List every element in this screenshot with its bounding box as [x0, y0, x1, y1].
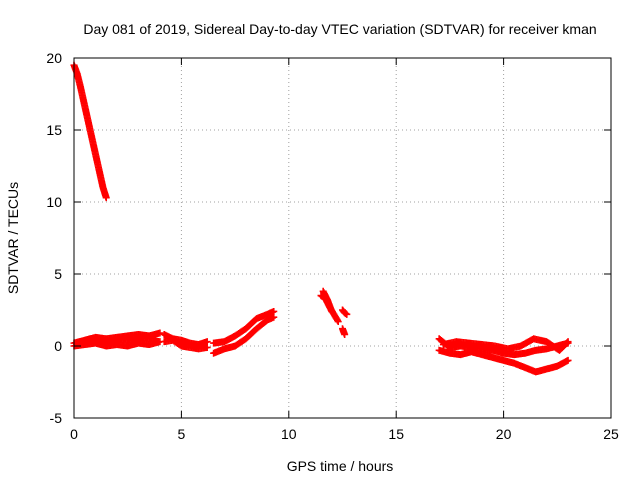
y-tick-label: -5	[50, 410, 63, 426]
y-tick-label: 20	[46, 50, 62, 66]
data-point	[270, 313, 278, 321]
x-tick-label: 15	[388, 426, 404, 442]
x-tick-label: 0	[70, 426, 78, 442]
x-axis-label: GPS time / hours	[287, 458, 394, 474]
data-point	[341, 330, 349, 338]
y-tick-label: 0	[54, 338, 62, 354]
data-point	[156, 329, 164, 337]
data-point	[564, 356, 572, 364]
data-points	[70, 61, 572, 376]
data-point	[564, 338, 572, 346]
data-point	[152, 335, 160, 343]
data-point	[563, 339, 571, 347]
y-axis-label: SDTVAR / TECUs	[5, 182, 21, 294]
x-tick-label: 20	[496, 426, 512, 442]
y-tick-label: 10	[46, 194, 62, 210]
grid-lines	[74, 58, 611, 418]
data-point	[343, 310, 351, 318]
chart-title: Day 081 of 2019, Sidereal Day-to-day VTE…	[83, 21, 596, 37]
plot-frame	[73, 57, 612, 419]
x-tick-label: 25	[603, 426, 619, 442]
x-tick-label: 5	[178, 426, 186, 442]
data-point	[334, 318, 342, 326]
y-tick-label: 15	[46, 122, 62, 138]
y-tick-label: 5	[54, 266, 62, 282]
data-point	[102, 194, 110, 202]
data-point	[203, 343, 211, 351]
data-point	[328, 307, 336, 315]
x-tick-label: 10	[281, 426, 297, 442]
axis-ticks: 0 5 10 15 20 25 -5 0 5 10 15 20	[46, 50, 619, 442]
